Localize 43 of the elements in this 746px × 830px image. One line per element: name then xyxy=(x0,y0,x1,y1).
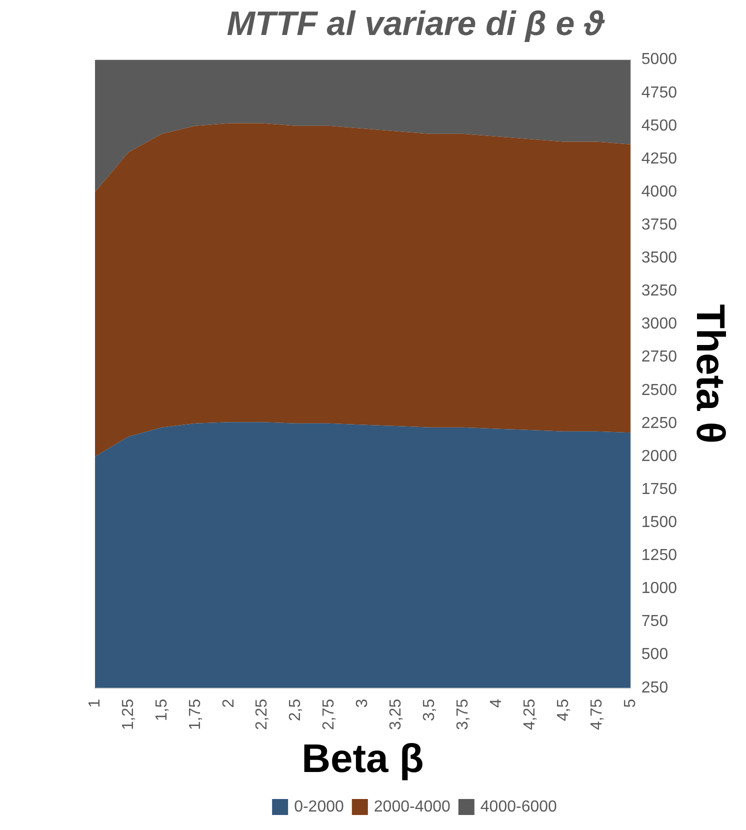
y-tick-label: 4500 xyxy=(641,117,678,134)
x-tick-label: 4 xyxy=(488,698,505,708)
y-tick-label: 3750 xyxy=(641,216,678,234)
y-tick-label: 250 xyxy=(641,679,668,696)
y-axis-title: Theta θ xyxy=(688,304,732,444)
y-tick-label: 4750 xyxy=(641,84,678,102)
x-tick-label: 4,75 xyxy=(588,698,606,730)
y-tick-label: 500 xyxy=(641,646,668,664)
y-tick-label: 1250 xyxy=(641,547,678,564)
y-tick-label: 3250 xyxy=(641,282,678,300)
x-tick-label: 3 xyxy=(354,698,372,708)
x-tick-label: 2 xyxy=(220,698,238,708)
y-tick-label: 2750 xyxy=(641,348,678,366)
x-tick-label: 3,75 xyxy=(454,698,472,730)
x-tick-label: 4,25 xyxy=(521,698,538,730)
x-tick-label: 2,5 xyxy=(287,698,304,722)
x-axis-title: Beta β xyxy=(302,737,424,782)
x-tick-label: 3,25 xyxy=(388,698,405,730)
y-tick-label: 750 xyxy=(641,613,668,630)
x-tick-label: 2,75 xyxy=(320,698,338,730)
x-tick-label: 3,5 xyxy=(421,698,438,722)
y-tick-label: 1750 xyxy=(641,480,678,498)
y-tick-label: 5000 xyxy=(641,51,678,68)
y-tick-label: 4000 xyxy=(641,183,678,200)
x-tick-label: 1,25 xyxy=(120,698,137,730)
x-tick-label: 1 xyxy=(86,698,104,708)
legend-label: 4000-6000 xyxy=(480,798,558,816)
x-tick-label: 1,75 xyxy=(186,698,204,730)
legend-label: 2000-4000 xyxy=(374,798,451,816)
legend-label: 0-2000 xyxy=(294,798,344,816)
y-tick-label: 1000 xyxy=(641,580,678,598)
y-tick-label: 1500 xyxy=(641,514,678,531)
y-tick-label: 2250 xyxy=(641,414,678,432)
y-tick-label: 3500 xyxy=(641,250,678,267)
x-tick-label: 1,5 xyxy=(153,698,170,722)
y-tick-label: 2500 xyxy=(641,382,678,399)
x-tick-label: 2,25 xyxy=(254,698,271,730)
x-tick-label: 4,5 xyxy=(554,698,572,722)
y-tick-label: 2000 xyxy=(641,448,678,465)
chart-title: MTTF al variare di β e ϑ xyxy=(226,4,606,43)
y-tick-label: 4250 xyxy=(641,150,678,168)
x-tick-label: 5 xyxy=(622,698,639,708)
y-tick-label: 3000 xyxy=(641,316,678,333)
